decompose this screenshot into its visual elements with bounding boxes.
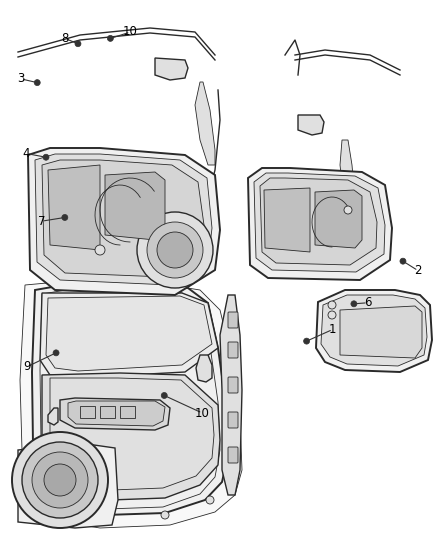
Polygon shape (48, 165, 100, 250)
Circle shape (53, 350, 59, 356)
Circle shape (34, 79, 40, 86)
Polygon shape (46, 296, 212, 371)
Polygon shape (20, 280, 242, 528)
Circle shape (328, 301, 336, 309)
Circle shape (206, 496, 214, 504)
Polygon shape (32, 283, 228, 515)
Text: 10: 10 (123, 26, 138, 38)
FancyBboxPatch shape (228, 312, 238, 328)
Text: 8: 8 (61, 32, 68, 45)
Circle shape (137, 212, 213, 288)
Polygon shape (254, 173, 385, 272)
Circle shape (344, 206, 352, 214)
Polygon shape (340, 140, 355, 205)
Polygon shape (68, 401, 165, 426)
Polygon shape (18, 443, 118, 528)
Circle shape (12, 432, 108, 528)
Polygon shape (42, 373, 220, 500)
Circle shape (107, 35, 113, 42)
Text: 6: 6 (364, 296, 372, 309)
Polygon shape (321, 295, 427, 366)
Circle shape (161, 511, 169, 519)
Circle shape (22, 442, 98, 518)
Text: 4: 4 (22, 147, 30, 160)
FancyBboxPatch shape (228, 412, 238, 428)
Circle shape (304, 338, 310, 344)
Polygon shape (315, 190, 362, 248)
Polygon shape (155, 58, 188, 80)
Text: 1: 1 (329, 323, 337, 336)
Polygon shape (42, 160, 204, 277)
Polygon shape (316, 290, 432, 372)
Circle shape (351, 301, 357, 307)
Text: 7: 7 (38, 215, 46, 228)
Polygon shape (196, 355, 212, 382)
Polygon shape (298, 115, 324, 135)
Text: 3: 3 (18, 72, 25, 85)
Polygon shape (48, 408, 58, 425)
Circle shape (62, 214, 68, 221)
Circle shape (147, 222, 203, 278)
Circle shape (43, 154, 49, 160)
Polygon shape (40, 293, 218, 378)
Text: 2: 2 (414, 264, 422, 277)
Polygon shape (220, 295, 242, 495)
Circle shape (32, 452, 88, 508)
Polygon shape (100, 406, 115, 418)
Polygon shape (35, 154, 212, 285)
Circle shape (328, 311, 336, 319)
FancyBboxPatch shape (228, 342, 238, 358)
Circle shape (75, 41, 81, 47)
Polygon shape (105, 172, 165, 240)
Circle shape (95, 245, 105, 255)
Polygon shape (340, 306, 422, 358)
FancyBboxPatch shape (228, 447, 238, 463)
Polygon shape (264, 188, 310, 252)
Polygon shape (195, 82, 215, 165)
Polygon shape (248, 168, 392, 280)
FancyBboxPatch shape (228, 377, 238, 393)
Polygon shape (120, 406, 135, 418)
Text: 9: 9 (23, 360, 31, 373)
Polygon shape (260, 178, 377, 265)
Text: 10: 10 (195, 407, 210, 419)
Polygon shape (28, 148, 220, 295)
Polygon shape (60, 398, 170, 430)
Circle shape (161, 392, 167, 399)
Circle shape (44, 464, 76, 496)
Circle shape (400, 258, 406, 264)
Polygon shape (80, 406, 95, 418)
Circle shape (157, 232, 193, 268)
